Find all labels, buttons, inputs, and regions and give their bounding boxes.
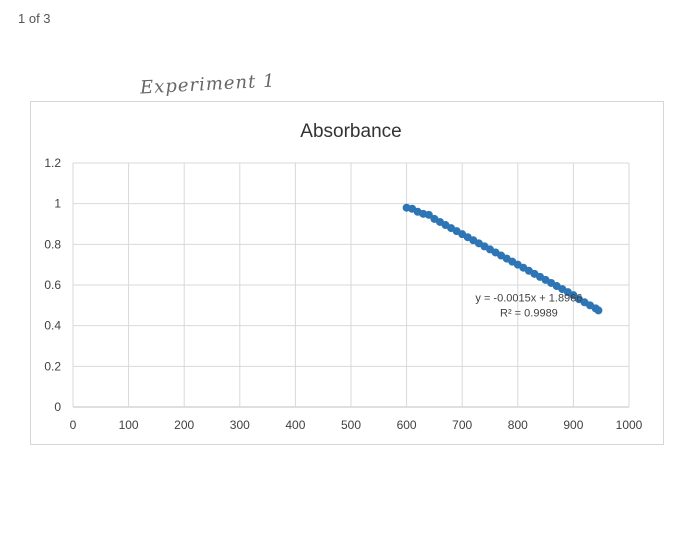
x-tick-label: 300 [230, 418, 250, 432]
absorbance-chart: Absorbance 0 0.2 0.4 0.6 0.8 1 1.2 0 100 200 300 400… [44, 121, 643, 432]
data-point [569, 291, 578, 300]
handwritten-note: Experiment 1 [139, 70, 277, 99]
trendline-equation: y = -0.0015x + 1.8966 [475, 292, 582, 304]
x-tick-label: 900 [563, 418, 583, 432]
x-tick-label: 500 [341, 418, 361, 432]
y-tick-label: 0.6 [44, 278, 61, 292]
data-point [424, 210, 433, 219]
page-counter: 1 of 3 [18, 11, 51, 26]
x-tick-label: 1000 [616, 418, 643, 432]
y-tick-label: 0 [54, 400, 61, 414]
x-tick-label: 400 [285, 418, 305, 432]
chart-frame: Absorbance 0 0.2 0.4 0.6 0.8 1 1.2 0 100 200 300 400… [30, 101, 664, 445]
data-point [594, 306, 603, 315]
y-tick-label: 1.2 [44, 156, 61, 170]
x-tick-label: 200 [174, 418, 194, 432]
y-tick-label: 0.4 [44, 319, 61, 333]
x-tick-label: 700 [452, 418, 472, 432]
y-tick-label: 0.8 [44, 237, 61, 251]
y-tick-label: 1 [54, 197, 61, 211]
trendline-r-squared: R² = 0.9989 [500, 307, 558, 319]
x-tick-label: 100 [119, 418, 139, 432]
y-tick-label: 0.2 [44, 359, 61, 373]
chart-title: Absorbance [300, 121, 401, 142]
x-tick-label: 800 [508, 418, 528, 432]
x-tick-label: 0 [70, 418, 77, 432]
x-tick-label: 600 [397, 418, 417, 432]
